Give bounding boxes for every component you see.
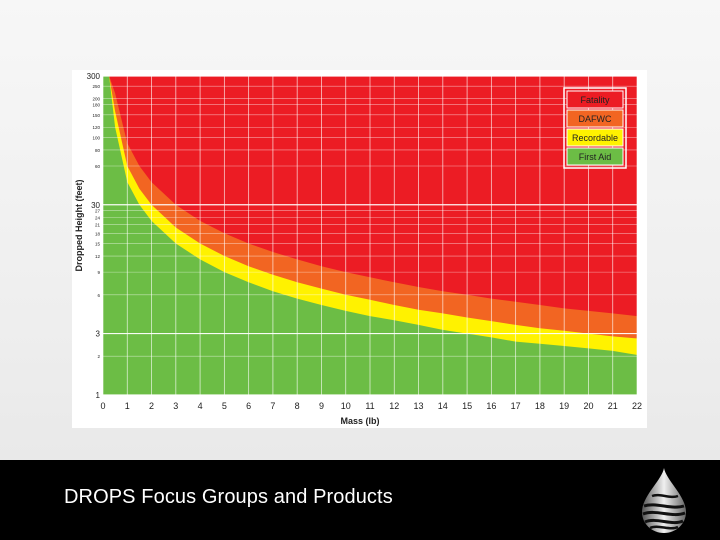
y-tick-label-minor: 24 [95, 215, 101, 220]
legend-label: DAFWC [579, 114, 612, 124]
x-tick-label: 21 [608, 401, 618, 411]
y-tick-label-minor: 200 [92, 97, 100, 102]
y-tick-label-minor: 150 [92, 113, 100, 118]
y-tick-label-minor: 15 [95, 242, 101, 247]
y-tick-label-minor: 120 [92, 125, 100, 130]
x-tick-label: 19 [559, 401, 569, 411]
legend-swatch [566, 147, 624, 166]
x-tick-label: 15 [462, 401, 472, 411]
x-tick-label: 5 [222, 401, 227, 411]
y-tick-label-minor: 18 [95, 231, 101, 236]
legend-swatch [566, 109, 624, 128]
y-tick-label-minor: 9 [97, 270, 100, 275]
x-tick-label: 13 [414, 401, 424, 411]
footer-title: DROPS Focus Groups and Products [64, 486, 393, 508]
legend-swatch [566, 128, 624, 147]
y-tick-label-minor: 6 [97, 293, 100, 298]
y-tick-label-minor: 21 [95, 223, 101, 228]
x-tick-label: 18 [535, 401, 545, 411]
x-tick-label: 7 [270, 401, 275, 411]
x-tick-label: 20 [583, 401, 593, 411]
y-tick-label-minor: 80 [95, 148, 101, 153]
x-tick-label: 0 [100, 401, 105, 411]
drop-logo-icon [642, 468, 686, 533]
legend-label: Recordable [572, 133, 618, 143]
x-axis-label: Mass (lb) [340, 416, 379, 426]
y-tick-label-major: 3 [96, 330, 101, 339]
x-tick-label: 6 [246, 401, 251, 411]
y-tick-label-minor: 27 [95, 209, 101, 214]
x-tick-label: 12 [389, 401, 399, 411]
x-tick-label: 11 [365, 401, 374, 411]
x-tick-label: 14 [438, 401, 448, 411]
y-tick-label-major: 1 [96, 391, 101, 400]
legend-swatch [566, 90, 624, 109]
x-tick-label: 22 [632, 401, 642, 411]
legend-label: First Aid [579, 152, 612, 162]
chart-svg: 0 1 2 3 4 5 6 7 8 9 10 11 12 13 14 15 16 17 18 19 20 21 223003… [74, 72, 642, 426]
x-tick-label: 3 [173, 401, 178, 411]
y-tick-label-minor: 60 [95, 164, 101, 169]
y-tick-label-minor: 250 [92, 84, 100, 89]
y-tick-label-minor: 100 [92, 135, 100, 140]
chart-panel: 0 1 2 3 4 5 6 7 8 9 10 11 12 13 14 15 16 17 18 19 20 21 22 300 3… [72, 70, 647, 428]
x-tick-label: 8 [295, 401, 300, 411]
x-tick-label: 2 [149, 401, 154, 411]
x-tick-label: 17 [511, 401, 521, 411]
y-axis-label: Dropped Height (feet) [74, 180, 84, 272]
x-tick-label: 10 [341, 401, 351, 411]
footer-bar: DROPS Focus Groups and Products [0, 460, 720, 540]
y-tick-label-minor: 12 [95, 254, 101, 259]
y-tick-label-major: 300 [87, 72, 101, 81]
x-tick-label: 9 [319, 401, 324, 411]
y-tick-label-major: 30 [91, 201, 100, 210]
legend-frame [563, 87, 627, 169]
y-tick-label-minor: 2 [97, 354, 100, 359]
x-tick-label: 4 [198, 401, 203, 411]
legend-label: Fatality [580, 95, 610, 105]
x-tick-label: 16 [486, 401, 496, 411]
x-tick-label: 1 [125, 401, 130, 411]
y-tick-label-minor: 180 [92, 103, 100, 108]
first-aid-region [103, 76, 637, 395]
